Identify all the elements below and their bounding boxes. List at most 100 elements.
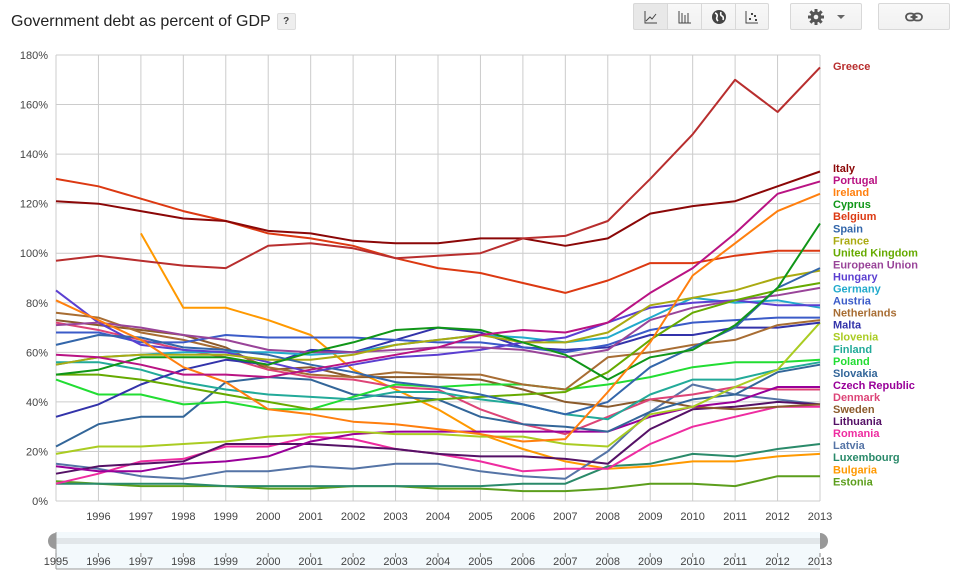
line-chart-view-button[interactable] bbox=[633, 3, 667, 30]
slider-start-handle[interactable] bbox=[48, 533, 56, 549]
link-icon bbox=[905, 12, 923, 21]
y-tick-label: 40% bbox=[26, 397, 48, 409]
legend-item-finland[interactable]: Finland bbox=[833, 344, 872, 356]
scatter-icon bbox=[745, 10, 758, 23]
legend-item-netherlands[interactable]: Netherlands bbox=[833, 308, 897, 320]
x-axis: 1996 1997 1998 1999 2000 2001 2002 2003 2004 2005… bbox=[86, 511, 832, 523]
legend-item-denmark[interactable]: Denmark bbox=[833, 392, 881, 404]
series-line-italy[interactable] bbox=[55, 170, 821, 247]
x-tick-label: 2004 bbox=[426, 511, 450, 523]
x-tick-label: 2011 bbox=[723, 511, 747, 523]
legend-item-slovakia[interactable]: Slovakia bbox=[833, 368, 879, 380]
series-line-greece[interactable] bbox=[55, 66, 821, 270]
x-tick-label: 1999 bbox=[214, 511, 238, 523]
y-tick-label: 20% bbox=[26, 446, 48, 458]
y-tick-label: 0% bbox=[32, 496, 48, 508]
legend-item-estonia[interactable]: Estonia bbox=[833, 476, 874, 488]
legend-item-european-union[interactable]: European Union bbox=[833, 259, 918, 271]
legend-item-latvia[interactable]: Latvia bbox=[833, 440, 866, 452]
legend-item-austria[interactable]: Austria bbox=[833, 296, 872, 308]
y-tick-label: 180% bbox=[20, 50, 48, 62]
series-line-estonia[interactable] bbox=[55, 475, 820, 493]
y-tick-label: 120% bbox=[20, 199, 48, 211]
series-line-latvia[interactable] bbox=[55, 383, 821, 480]
legend-item-lithuania[interactable]: Lithuania bbox=[833, 416, 883, 428]
slider-tick-label: 2006 bbox=[511, 556, 535, 568]
y-tick-label: 160% bbox=[20, 100, 48, 112]
scatter-view-button[interactable] bbox=[735, 3, 769, 30]
x-tick-label: 1998 bbox=[171, 511, 195, 523]
legend-item-hungary[interactable]: Hungary bbox=[833, 271, 879, 283]
series-line-spain[interactable] bbox=[55, 267, 821, 416]
gear-icon bbox=[808, 8, 824, 25]
slider-end-handle[interactable] bbox=[820, 533, 828, 549]
link-button[interactable] bbox=[878, 3, 950, 30]
chart-title: Government debt as percent of GDP? bbox=[11, 13, 296, 31]
y-tick-label: 60% bbox=[26, 347, 48, 359]
settings-button[interactable] bbox=[790, 3, 862, 30]
chart-title-text: Government debt as percent of GDP bbox=[11, 13, 271, 30]
slider-tick-label: 2005 bbox=[468, 556, 492, 568]
series-line-portugal[interactable] bbox=[55, 180, 821, 379]
series-line-belgium[interactable] bbox=[55, 177, 820, 294]
legend-item-luxembourg[interactable]: Luxembourg bbox=[833, 452, 900, 464]
legend-item-slovenia[interactable]: Slovenia bbox=[833, 332, 879, 344]
series-line-hungary[interactable] bbox=[55, 289, 820, 374]
series-line-austria[interactable] bbox=[56, 316, 820, 354]
slider-tick-label: 1998 bbox=[171, 556, 195, 568]
slider-tick-label: 2008 bbox=[596, 556, 620, 568]
x-tick-label: 2000 bbox=[256, 511, 280, 523]
x-tick-label: 2007 bbox=[553, 511, 577, 523]
slider-tick-label: 2009 bbox=[638, 556, 662, 568]
slider-tick-label: 2002 bbox=[341, 556, 365, 568]
slider-tick-label: 1999 bbox=[214, 556, 238, 568]
slider-tick-label: 1995 bbox=[44, 556, 68, 568]
series-line-slovenia[interactable] bbox=[55, 321, 821, 455]
series-line-united-kingdom[interactable] bbox=[56, 282, 821, 411]
bar-chart-view-button[interactable] bbox=[667, 3, 701, 30]
series-line-netherlands[interactable] bbox=[55, 311, 821, 391]
legend-item-bulgaria[interactable]: Bulgaria bbox=[833, 464, 878, 476]
slider-tick-label: 2007 bbox=[553, 556, 577, 568]
legend-item-greece[interactable]: Greece bbox=[833, 61, 870, 73]
bar-chart-icon bbox=[678, 10, 691, 23]
x-tick-label: 2009 bbox=[638, 511, 662, 523]
legend-item-ireland[interactable]: Ireland bbox=[833, 187, 869, 199]
series-line-lithuania[interactable] bbox=[55, 400, 821, 475]
map-view-button[interactable] bbox=[701, 3, 735, 30]
help-button[interactable]: ? bbox=[276, 13, 296, 30]
y-tick-label: 140% bbox=[20, 149, 48, 161]
x-tick-label: 2008 bbox=[596, 511, 620, 523]
series-lines bbox=[55, 66, 821, 493]
series-line-luxembourg[interactable] bbox=[56, 443, 821, 488]
legend-item-france[interactable]: France bbox=[833, 235, 869, 247]
legend: GreeceItalyPortugalIrelandCyprusBelgiumS… bbox=[833, 61, 918, 488]
slider-range-bar bbox=[56, 538, 820, 544]
series-line-ireland[interactable] bbox=[55, 192, 821, 443]
legend-item-poland[interactable]: Poland bbox=[833, 356, 870, 368]
slider-tick-label: 2001 bbox=[298, 556, 322, 568]
legend-item-italy[interactable]: Italy bbox=[833, 163, 856, 175]
x-tick-label: 2001 bbox=[298, 511, 322, 523]
legend-item-cyprus[interactable]: Cyprus bbox=[833, 199, 871, 211]
series-line-finland[interactable] bbox=[56, 361, 821, 421]
series-line-cyprus[interactable] bbox=[55, 222, 821, 381]
legend-item-malta[interactable]: Malta bbox=[833, 320, 862, 332]
x-tick-label: 2002 bbox=[341, 511, 365, 523]
legend-item-czech-republic[interactable]: Czech Republic bbox=[833, 380, 915, 392]
legend-item-romania[interactable]: Romania bbox=[833, 428, 880, 440]
legend-item-sweden[interactable]: Sweden bbox=[833, 404, 875, 416]
legend-item-belgium[interactable]: Belgium bbox=[833, 211, 877, 223]
legend-item-united-kingdom[interactable]: United Kingdom bbox=[833, 247, 918, 259]
x-tick-label: 2003 bbox=[383, 511, 407, 523]
slider-tick-label: 2000 bbox=[256, 556, 280, 568]
slider-tick-label: 2011 bbox=[723, 556, 747, 568]
y-tick-label: 80% bbox=[26, 298, 48, 310]
x-tick-label: 2005 bbox=[468, 511, 492, 523]
slider-tick-label: 1997 bbox=[129, 556, 153, 568]
series-line-france[interactable] bbox=[55, 269, 821, 366]
legend-item-portugal[interactable]: Portugal bbox=[833, 175, 878, 187]
legend-item-spain[interactable]: Spain bbox=[833, 223, 863, 235]
legend-item-germany[interactable]: Germany bbox=[833, 284, 882, 296]
